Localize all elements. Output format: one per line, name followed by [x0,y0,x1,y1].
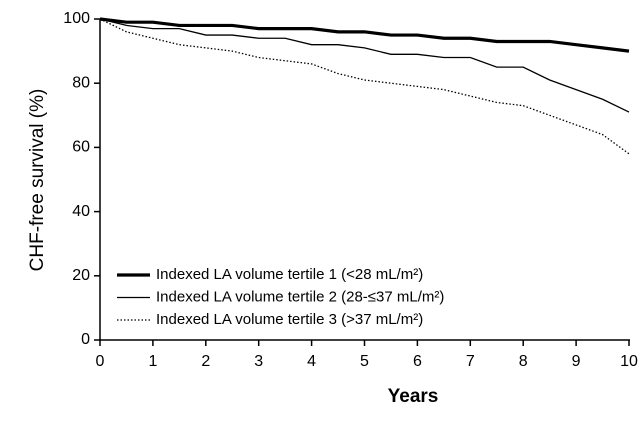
x-tick-label: 3 [254,353,263,370]
y-tick-label: 60 [72,139,90,156]
x-tick-label: 1 [148,353,157,370]
y-tick-label: 80 [72,74,90,91]
y-tick-label: 20 [72,267,90,284]
x-tick-label: 4 [307,353,316,370]
series-line [99,18,630,155]
x-tick-label: 5 [360,353,369,370]
legend-label: Indexed LA volume tertile 3 (>37 mL/m²) [156,311,423,328]
y-tick-label: 40 [72,203,90,220]
y-tick-label: 100 [63,10,90,27]
x-tick-label: 2 [201,353,210,370]
series-line [99,18,630,113]
y-axis-label: CHF-free survival (%) [27,89,48,272]
x-tick-label: 0 [96,353,105,370]
y-tick-label: 0 [81,331,90,348]
x-tick-label: 10 [620,353,638,370]
x-tick-label: 9 [572,353,581,370]
x-tick-label: 7 [466,353,475,370]
x-tick-label: 6 [413,353,422,370]
legend-label: Indexed LA volume tertile 1 (<28 mL/m²) [156,266,423,283]
legend-label: Indexed LA volume tertile 2 (28-≤37 mL/m… [156,288,444,305]
x-axis-label: Years [388,386,439,407]
series-line [99,17,630,53]
x-tick-label: 8 [519,353,528,370]
